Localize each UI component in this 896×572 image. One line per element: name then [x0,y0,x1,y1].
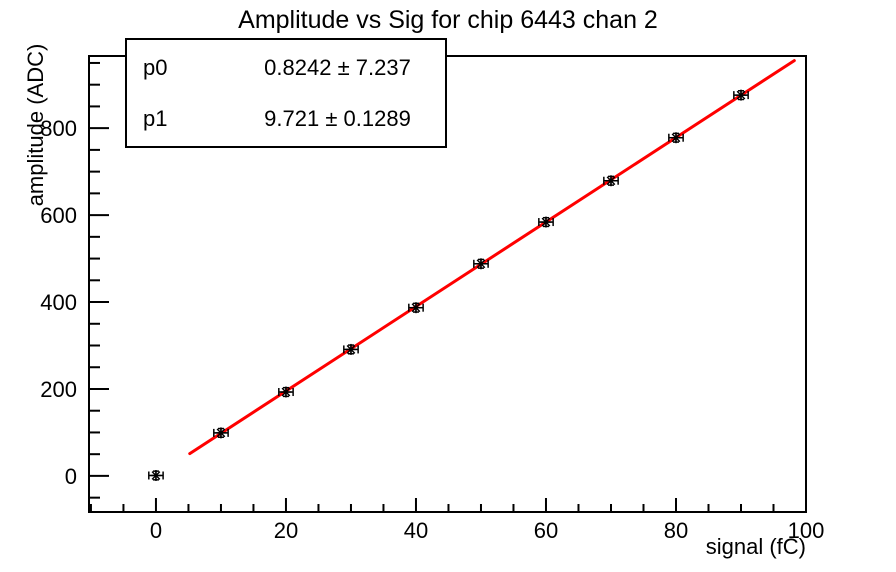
x-tick-label: 80 [664,518,688,543]
y-tick-label: 800 [40,116,77,141]
param-name-p0: p0 [143,54,168,80]
x-tick-label: 40 [404,518,428,543]
y-tick-label: 200 [40,377,77,402]
data-point [408,302,424,314]
data-point [538,216,554,228]
y-tick-label: 600 [40,203,77,228]
stats-row-p1: p1 9.721 ± 0.1289 [127,94,445,144]
param-value-p0: 0.8242 ± 7.237 [264,54,411,80]
data-point [148,469,164,481]
x-tick-label: 60 [534,518,558,543]
fit-line-segment [188,59,796,456]
data-point [213,427,229,439]
y-tick-label: 0 [65,464,77,489]
plot-title: Amplitude vs Sig for chip 6443 chan 2 [238,6,658,34]
y-tick-label: 400 [40,290,77,315]
fit-stats-box: p0 0.8242 ± 7.237 p1 9.721 ± 0.1289 [125,38,447,148]
x-tick-label: 0 [150,518,162,543]
data-point [603,175,619,187]
data-points [148,89,749,481]
data-point [278,386,294,398]
x-axis-ticks: 0 20 40 60 80 100 [89,498,825,543]
x-tick-label: 20 [274,518,298,543]
x-tick-label: 100 [788,518,825,543]
data-point [343,343,359,355]
data-point [668,132,684,144]
stats-row-p0: p0 0.8242 ± 7.237 [127,43,445,93]
data-point [733,89,749,101]
data-point [473,258,489,270]
x-axis-title: signal (fC) [705,534,806,559]
param-value-p1: 9.721 ± 0.1289 [264,105,411,131]
y-axis-ticks: 0 200 400 600 800 [40,61,109,499]
y-axis-title: amplitude (ADC) [23,43,48,207]
param-name-p1: p1 [143,105,168,131]
fit-line [188,59,796,456]
